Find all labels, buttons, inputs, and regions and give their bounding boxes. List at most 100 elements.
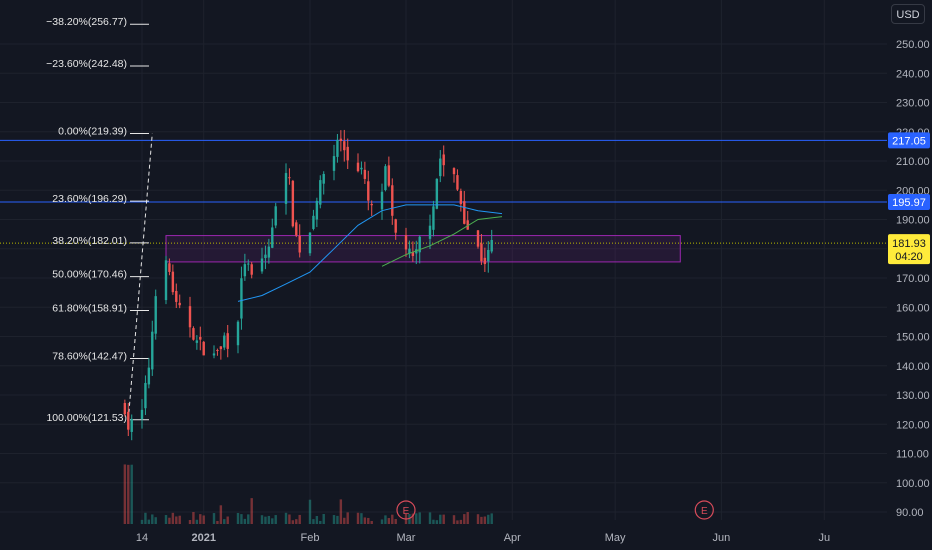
volume-bar xyxy=(271,518,274,524)
volume-bar xyxy=(466,512,469,524)
x-tick-label: 14 xyxy=(136,532,148,544)
candle-body xyxy=(360,167,363,170)
y-tick-label: 190.00 xyxy=(896,215,930,227)
volume-bar xyxy=(394,518,397,524)
volume-bar xyxy=(226,516,229,524)
y-tick-label: 170.00 xyxy=(896,273,930,285)
volume-bar xyxy=(319,520,322,524)
x-tick-label: 2021 xyxy=(191,532,215,544)
volume-bar xyxy=(336,515,339,524)
volume-bar xyxy=(274,515,277,524)
candle-body xyxy=(490,240,493,252)
y-tick-label: 120.00 xyxy=(896,419,930,431)
candle-body xyxy=(394,219,397,233)
candle-body xyxy=(480,243,483,262)
candle-body xyxy=(452,168,456,175)
candle-body xyxy=(243,264,247,277)
chart-grid xyxy=(0,0,887,520)
volume-bar xyxy=(130,464,133,524)
level-badge xyxy=(888,132,930,149)
fib-level-label: −38.20%(256.77) xyxy=(46,16,127,28)
volume-bar xyxy=(188,520,192,524)
volume-bar xyxy=(195,519,199,524)
candle-body xyxy=(387,165,391,186)
candle-body xyxy=(264,254,267,259)
volume-bar xyxy=(295,519,298,524)
volume-bar xyxy=(432,519,435,524)
volume-bar xyxy=(370,520,373,524)
candle-body xyxy=(154,296,157,334)
candle-body xyxy=(418,236,421,253)
volume-bar xyxy=(284,512,288,524)
volume-bar xyxy=(168,517,171,524)
y-tick-label: 100.00 xyxy=(896,478,930,490)
candle-body xyxy=(332,156,336,171)
x-tick-label: Mar xyxy=(397,532,416,544)
candle-body xyxy=(274,206,277,226)
candle-body xyxy=(144,382,147,409)
volume-bar xyxy=(212,513,216,524)
earnings-marker xyxy=(396,500,416,520)
volume-bar xyxy=(151,514,154,524)
candle-body xyxy=(466,220,469,230)
candle-body xyxy=(284,173,288,204)
candle-body xyxy=(236,321,240,346)
volume-bar xyxy=(250,498,253,524)
y-tick-label: 230.00 xyxy=(896,98,930,110)
candle-body xyxy=(339,138,343,142)
candle-body xyxy=(315,200,319,220)
volume-bar xyxy=(476,514,480,524)
candle-body xyxy=(151,331,154,370)
candle-body xyxy=(384,166,387,190)
volume-bar xyxy=(264,516,267,524)
volume-bar xyxy=(154,517,157,524)
volume-bar xyxy=(418,512,421,524)
last-price-label: 181.93 xyxy=(892,238,926,250)
currency-selector[interactable]: USD xyxy=(891,4,925,24)
volume-bar xyxy=(456,520,459,524)
volume-bar xyxy=(236,512,240,524)
volume-bar xyxy=(356,512,360,524)
candle-body xyxy=(439,158,442,177)
volume-bar xyxy=(199,514,202,524)
volume-bar xyxy=(298,514,301,524)
level-badge xyxy=(888,194,930,211)
candle-body xyxy=(188,306,192,328)
volume-bar xyxy=(171,512,175,524)
candle-body xyxy=(123,403,127,415)
candle-body xyxy=(267,246,271,258)
candle-body xyxy=(247,263,250,265)
volume-bar xyxy=(343,517,346,524)
candle-body xyxy=(442,154,445,166)
candle-body xyxy=(298,235,301,253)
volume-bar xyxy=(291,520,295,524)
moving-average-line xyxy=(237,204,503,302)
volume-bar xyxy=(339,499,343,524)
candle-body xyxy=(147,367,151,385)
bar-countdown-label: 04:20 xyxy=(895,251,923,263)
volume-bar xyxy=(288,514,291,524)
volume-bar xyxy=(332,515,336,524)
volume-bars xyxy=(123,464,493,524)
candle-body xyxy=(356,162,360,172)
candle-body xyxy=(291,180,295,227)
candle-body xyxy=(250,264,253,275)
candle-body xyxy=(130,418,133,432)
fib-level-label: 100.00%(121.53) xyxy=(46,412,127,424)
level-badge-label: 217.05 xyxy=(892,135,926,147)
candle-body xyxy=(319,180,322,205)
candle-body xyxy=(195,340,199,343)
volume-bar xyxy=(415,513,418,524)
candle-body xyxy=(346,146,349,161)
x-tick-label: Apr xyxy=(504,532,521,544)
candle-body xyxy=(308,232,312,254)
candle-body xyxy=(240,278,243,319)
volume-bar xyxy=(360,513,363,524)
volume-bar xyxy=(140,519,144,524)
candle-body xyxy=(271,227,274,248)
fib-level-label: 23.60%(196.29) xyxy=(52,193,127,205)
volume-bar xyxy=(363,517,367,524)
volume-bar xyxy=(346,512,349,524)
